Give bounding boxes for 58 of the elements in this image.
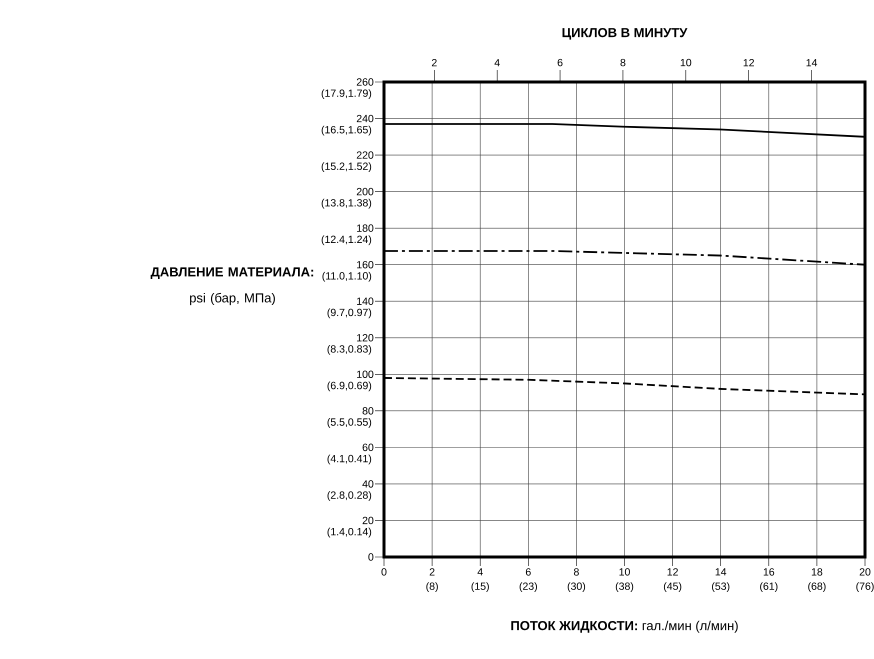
text: (13.8,1.38) (322, 198, 372, 209)
x2-tick-label: 2 (432, 58, 437, 66)
x2-tick-label: 12 (744, 58, 754, 66)
x-tick-label: 2 (430, 568, 434, 576)
text: (23) (520, 582, 537, 592)
x2-tick-label: 6 (558, 58, 563, 66)
x-tick-label: 6 (526, 568, 531, 576)
x-axis-title: ПОТОК ЖИДКОСТИ: гал./мин (л/мин) (511, 620, 738, 633)
x-tick-label: 4 (478, 568, 483, 576)
y-tick-label: 220 (356, 151, 374, 159)
x2-tick-label: 4 (494, 59, 500, 66)
y-tick-label: 240 (356, 114, 374, 122)
x-tick-label: 16 (764, 568, 774, 576)
y-tick-label: 80 (362, 407, 374, 415)
y-tick-label: 180 (357, 224, 374, 232)
y-tick-label: 0 (368, 553, 374, 561)
x2-tick-label: 14 (806, 59, 818, 66)
y-tick-label: 20 (362, 516, 374, 524)
x-tick-label: 8 (574, 568, 579, 576)
text: (4.1,0.41) (328, 454, 372, 464)
text: (16.5,1.65) (322, 126, 372, 136)
y-tick-label: 40 (362, 480, 374, 488)
x-tick-label: 10 (619, 568, 630, 576)
y-tick-label: 140 (357, 298, 374, 305)
text: (11.0,1.10) (322, 272, 372, 282)
x-tick-label: 12 (668, 568, 678, 576)
text: (8) (426, 582, 438, 592)
y-axis-title: ДАВЛЕНИЕ МАТЕРИАЛА: psi (бар, МПа) (150, 267, 314, 306)
x-tick-label: 14 (716, 568, 726, 576)
text: (45) (664, 582, 682, 592)
text: (53) (712, 582, 730, 592)
x2-tick-label: 8 (620, 58, 626, 66)
y-tick-label: 200 (356, 188, 374, 196)
text: (38) (616, 582, 634, 592)
y-tick-label: 260 (356, 78, 374, 86)
text: (17.9,1.79) (322, 89, 372, 99)
text: (5.5,0.55) (328, 418, 372, 428)
y-tick-label: 100 (357, 370, 374, 378)
y-tick-label: 60 (362, 444, 374, 452)
text: (15) (472, 582, 489, 592)
text: (76) (856, 582, 874, 592)
text: (12.4,1.24) (322, 235, 372, 246)
text: (2.8,0.28) (328, 491, 372, 501)
text: (9.7,0.97) (328, 308, 372, 318)
text: (68) (808, 582, 826, 592)
x-tick-label: 0 (381, 568, 387, 576)
y-tick-label: 120 (357, 334, 374, 342)
x2-tick-label: 10 (680, 58, 692, 66)
y-tick-label: 160 (357, 260, 374, 268)
text: (6.9,0.69) (328, 382, 372, 392)
x-tick-label: 18 (812, 568, 822, 576)
x-tick-label: 20 (860, 568, 870, 576)
text: (30) (568, 582, 586, 592)
x2-axis-title: ЦИКЛОВ В МИНУТУ (562, 28, 688, 40)
text: (61) (760, 582, 778, 592)
text: (15.2,1.52) (322, 162, 372, 172)
text: (8.3,0.83) (328, 344, 372, 355)
text: (1.4,0.14) (328, 528, 372, 538)
